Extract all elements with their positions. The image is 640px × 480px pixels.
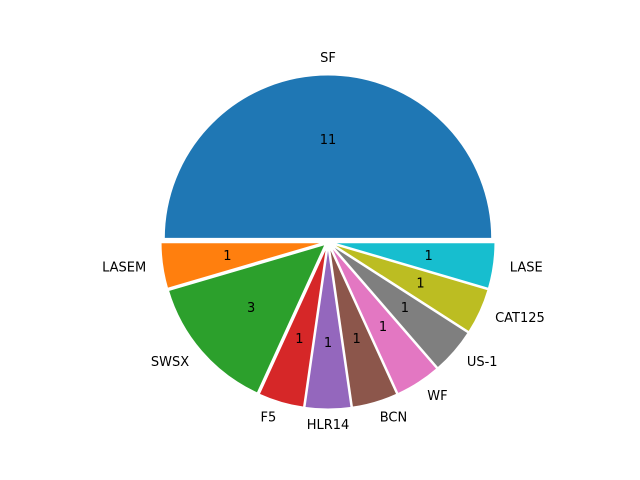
pie-label-us-1: US-1 [467,355,498,370]
pie-slice-bcn [328,244,398,409]
pie-value-sf: 11 [320,133,337,148]
pie-slice-cat125 [330,242,490,333]
pie-slice-hlr14 [303,244,353,411]
pie-label-cat125: CAT125 [495,311,545,326]
pie-value-f5: 1 [295,332,303,347]
pie-labels: SF11LASEM1SWSX3F51HLR141BCN1WF1US-11CAT1… [102,51,545,433]
pie-slices [159,74,497,411]
pie-slice-swsx [167,243,327,395]
pie-slice-us-1 [329,243,470,369]
pie-label-swsx: SWSX [151,355,189,370]
pie-label-wf: WF [427,389,447,404]
pie-value-cat125: 1 [416,277,424,292]
pie-label-sf: SF [320,51,336,66]
pie-label-lase: LASE [510,261,543,276]
pie-label-bcn: BCN [380,411,408,426]
pie-value-hlr14: 1 [324,336,332,351]
pie-value-swsx: 3 [247,301,255,316]
pie-value-us-1: 1 [401,301,409,316]
pie-value-lasem: 1 [223,249,231,264]
pie-label-hlr14: HLR14 [307,418,350,433]
pie-slice-lase [330,241,497,290]
pie-slice-f5 [258,244,328,409]
pie-slice-wf [328,243,438,395]
pie-slice-sf [163,74,493,240]
pie-label-f5: F5 [261,411,277,426]
pie-label-lasem: LASEM [102,261,146,276]
pie-value-lase: 1 [425,249,433,264]
pie-value-bcn: 1 [353,332,361,347]
pie-slice-lasem [159,241,326,290]
pie-value-wf: 1 [379,320,387,335]
